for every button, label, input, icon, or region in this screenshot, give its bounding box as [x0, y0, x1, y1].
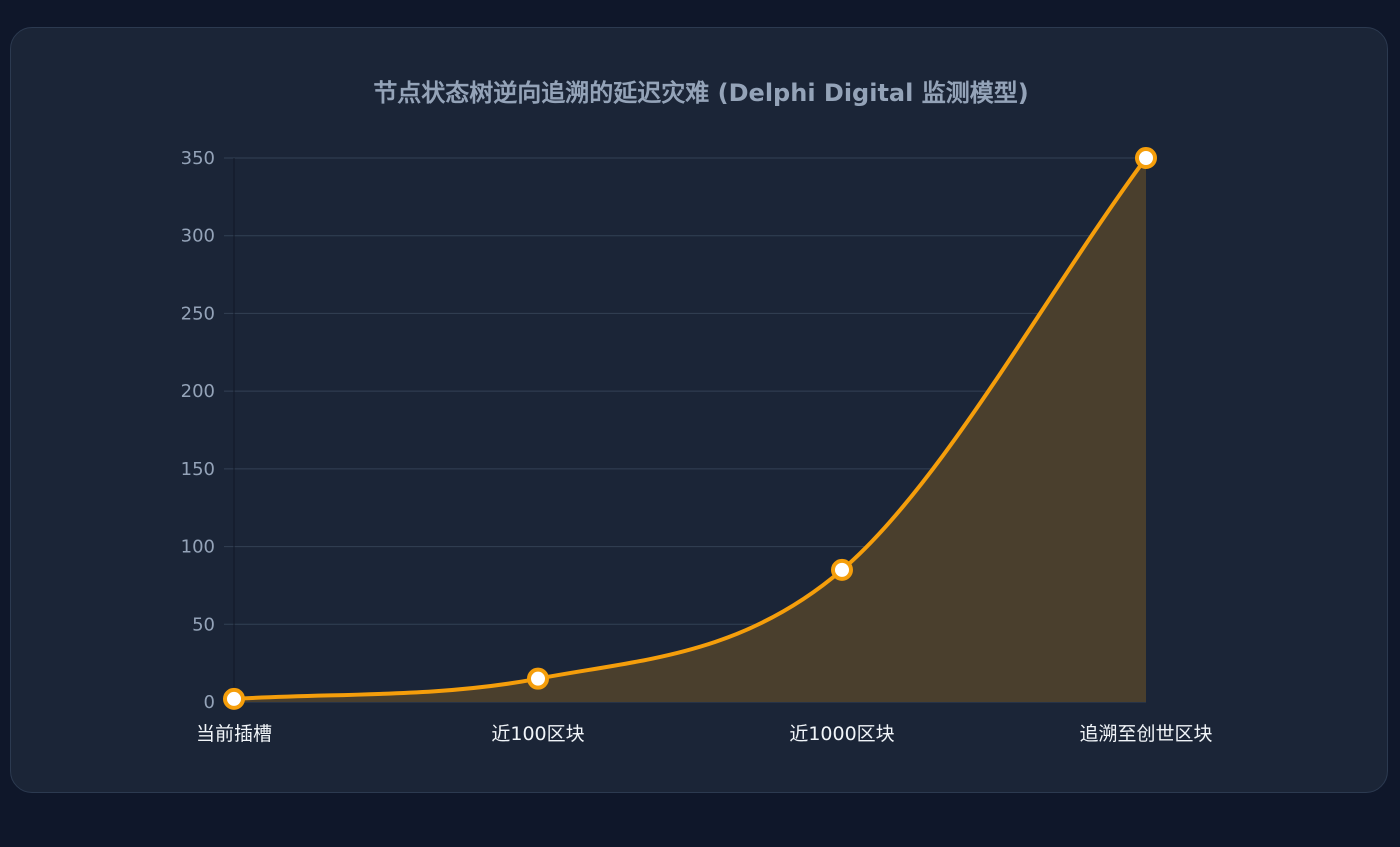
- point-layer: [223, 147, 1157, 710]
- x-tick-label: 近1000区块: [789, 723, 894, 745]
- y-tick-label: 150: [181, 459, 215, 480]
- chart-svg: 节点状态树逆向追溯的延迟灾难 (Delphi Digital 监测模型) 0 50…: [181, 79, 1213, 745]
- chart-card: 节点状态树逆向追溯的延迟灾难 (Delphi Digital 监测模型) 0 50…: [10, 27, 1388, 793]
- grid-layer: [224, 157, 1146, 710]
- data-point[interactable]: [1135, 147, 1157, 169]
- data-point[interactable]: [831, 558, 853, 581]
- series-line: [232, 156, 1148, 701]
- series-area: [234, 158, 1146, 702]
- line-layer: [232, 156, 1148, 701]
- y-tick-label: 300: [181, 226, 215, 247]
- x-tick-label: 追溯至创世区块: [1079, 723, 1212, 745]
- y-tick-label: 350: [181, 148, 215, 169]
- x-axis-ticks: 当前插槽 近100区块 近1000区块 追溯至创世区块: [196, 723, 1213, 745]
- y-tick-label: 250: [181, 303, 215, 324]
- chart-title: 节点状态树逆向追溯的延迟灾难 (Delphi Digital 监测模型): [373, 79, 1028, 107]
- y-tick-label: 200: [181, 381, 215, 402]
- data-point[interactable]: [223, 687, 245, 710]
- y-tick-label: 50: [192, 614, 215, 635]
- area-layer: [234, 158, 1146, 702]
- data-point[interactable]: [527, 667, 549, 690]
- y-tick-label: 0: [204, 692, 215, 713]
- x-tick-label: 近100区块: [491, 723, 584, 745]
- y-axis-ticks: 0 50 100 150 200 250 300 350: [181, 148, 215, 713]
- x-tick-label: 当前插槽: [196, 723, 272, 745]
- y-tick-label: 100: [181, 537, 215, 558]
